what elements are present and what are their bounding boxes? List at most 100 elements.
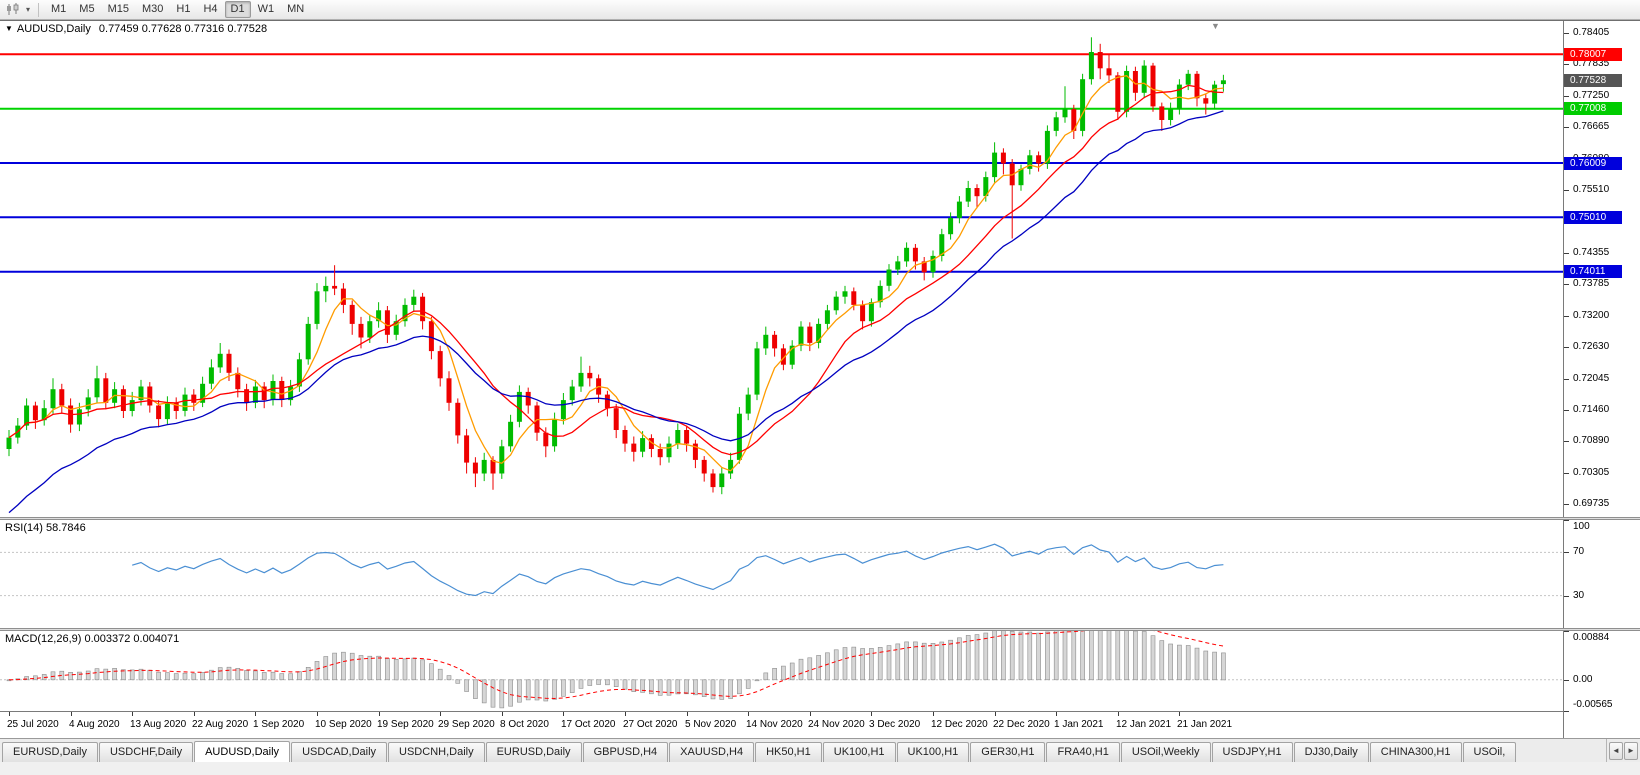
price-tick-mark <box>1564 441 1569 442</box>
rsi-pane[interactable]: RSI(14) 58.7846 <box>0 520 1563 628</box>
chevron-down-icon[interactable]: ▾ <box>26 5 31 14</box>
tab-scroll-left-icon[interactable]: ◄ <box>1609 742 1623 760</box>
chart-tab-eurusd-daily[interactable]: EURUSD,Daily <box>2 742 98 762</box>
date-label: 19 Sep 2020 <box>377 719 434 730</box>
time-tick-mark <box>194 712 195 716</box>
chart-menu-icon[interactable]: ▼ <box>5 24 13 33</box>
price-tick-label: 0.75510 <box>1573 184 1610 195</box>
timeframe-button-m15[interactable]: M15 <box>102 1 135 18</box>
rsi-line <box>132 543 1224 597</box>
chart-tab-eurusd-daily[interactable]: EURUSD,Daily <box>485 742 582 762</box>
candlestick-chart-icon <box>7 3 19 15</box>
chart-tab-audusd-daily[interactable]: AUDUSD,Daily <box>194 741 291 762</box>
chart-tab-usdcnh-daily[interactable]: USDCNH,Daily <box>388 742 485 762</box>
chart-tab-hk50-h1[interactable]: HK50,H1 <box>755 742 822 762</box>
chart-window: ▼ AUDUSD,Daily 0.77459 0.77628 0.77316 0.7… <box>0 20 1640 739</box>
price-tick-mark <box>1564 347 1569 348</box>
price-pane[interactable]: ▼ AUDUSD,Daily 0.77459 0.77628 0.77316 0.7… <box>0 21 1563 517</box>
time-tick-mark <box>440 712 441 716</box>
macd-tick-mark <box>1564 711 1569 712</box>
time-tick-mark <box>871 712 872 716</box>
rsi-tick-mark <box>1564 596 1569 597</box>
chart-symbol-title: AUDUSD,Daily <box>16 23 91 35</box>
chart-tab-xauusd-h4[interactable]: XAUUSD,H4 <box>669 742 755 762</box>
price-tick-mark <box>1564 190 1569 191</box>
chart-ohlc-values: 0.77459 0.77628 0.77316 0.77528 <box>98 23 268 35</box>
horizontal-lines[interactable] <box>0 53 1563 273</box>
tab-scroll-arrows: ◄ ► <box>1606 739 1640 762</box>
time-tick-mark <box>255 712 256 716</box>
price-tick-label: 0.76665 <box>1573 121 1610 132</box>
rsi-indicator-label: RSI(14) 58.7846 <box>5 522 86 534</box>
chart-tab-gbpusd-h4[interactable]: GBPUSD,H4 <box>582 742 669 762</box>
chart-tab-usoil[interactable]: USOil, <box>1462 742 1517 762</box>
time-tick-mark <box>1056 712 1057 716</box>
chart-tabs: EURUSD,Daily USDCHF,Daily AUDUSD,Daily USDC… <box>0 739 1610 762</box>
chart-tabs-bar: EURUSD,Daily USDCHF,Daily AUDUSD,Daily USDC… <box>0 738 1640 762</box>
ma-mid-red-line <box>8 84 1224 456</box>
tab-scroll-right-icon[interactable]: ► <box>1624 742 1638 760</box>
timeframe-button-d1[interactable]: D1 <box>224 1 251 18</box>
chart-tab-usdcad-daily[interactable]: USDCAD,Daily <box>291 742 388 762</box>
time-tick-mark <box>502 712 503 716</box>
time-tick-mark <box>687 712 688 716</box>
top-toolbar: ▾ M1 M5 M15 M30 H1 H4 D1 W1 MN <box>0 0 1640 20</box>
timeframe-button-h4[interactable]: H4 <box>197 1 223 18</box>
timeframe-buttons: M1 M5 M15 M30 H1 H4 D1 W1 MN <box>45 1 310 18</box>
chart-tab-dj30-daily[interactable]: DJ30,Daily <box>1293 742 1369 762</box>
chart-tab-fra40-h1[interactable]: FRA40,H1 <box>1046 742 1120 762</box>
date-label: 22 Aug 2020 <box>192 719 249 730</box>
pane-splitter-main-rsi[interactable] <box>0 517 1640 520</box>
rsi-canvas[interactable] <box>0 520 1563 628</box>
rsi-tick-label: 70 <box>1573 546 1585 557</box>
time-tick-mark <box>563 712 564 716</box>
pane-splitter-rsi-macd[interactable] <box>0 628 1640 631</box>
chart-title: ▼ AUDUSD,Daily 0.77459 0.77628 0.77316 0.7… <box>5 23 267 35</box>
timeframe-button-w1[interactable]: W1 <box>252 1 281 18</box>
price-tick-mark <box>1564 504 1569 505</box>
time-tick-mark <box>1118 712 1119 716</box>
timeframe-button-m1[interactable]: M1 <box>45 1 72 18</box>
time-axis[interactable]: 25 Jul 2020 4 Aug 2020 13 Aug 2020 22 Aug 2… <box>0 711 1563 739</box>
hline-price-label: 0.77008 <box>1564 102 1622 115</box>
macd-canvas[interactable] <box>0 631 1563 711</box>
chart-tab-usdchf-daily[interactable]: USDCHF,Daily <box>98 742 194 762</box>
chart-tab-ger30-h1[interactable]: GER30,H1 <box>970 742 1046 762</box>
price-tick-label: 0.73200 <box>1573 310 1610 321</box>
chart-tab-uk100-h1[interactable]: UK100,H1 <box>896 742 970 762</box>
timeframe-button-h1[interactable]: H1 <box>170 1 196 18</box>
chart-tab-usdjpy-h1[interactable]: USDJPY,H1 <box>1211 742 1293 762</box>
date-label: 4 Aug 2020 <box>69 719 120 730</box>
macd-tick-label: 0.00 <box>1573 674 1593 685</box>
date-label: 1 Jan 2021 <box>1054 719 1104 730</box>
macd-tick-label: 0.00884 <box>1573 632 1610 643</box>
macd-pane[interactable]: MACD(12,26,9) 0.003372 0.004071 <box>0 631 1563 711</box>
price-tick-label: 0.70890 <box>1573 435 1610 446</box>
price-tick-label: 0.69735 <box>1573 498 1610 509</box>
timeframe-button-m5[interactable]: M5 <box>73 1 100 18</box>
price-axis[interactable]: 0.784050.778350.772500.766650.760800.755… <box>1563 21 1640 739</box>
price-tick-label: 0.73785 <box>1573 278 1610 289</box>
time-tick-mark <box>379 712 380 716</box>
time-tick-mark <box>1179 712 1180 716</box>
price-tick-label: 0.77250 <box>1573 90 1610 101</box>
chart-tab-china300-h1[interactable]: CHINA300,H1 <box>1369 742 1462 762</box>
macd-signal-line <box>8 631 1224 700</box>
price-tick-mark <box>1564 316 1569 317</box>
chart-tab-uk100-h1[interactable]: UK100,H1 <box>822 742 896 762</box>
price-tick-label: 0.72630 <box>1573 341 1610 352</box>
chart-type-icon[interactable] <box>4 2 22 18</box>
price-tick-mark <box>1564 473 1569 474</box>
chart-tab-usoil-weekly[interactable]: USOil,Weekly <box>1120 742 1211 762</box>
price-tick-label: 0.74355 <box>1573 247 1610 258</box>
date-label: 1 Sep 2020 <box>253 719 305 730</box>
price-chart-canvas[interactable] <box>0 21 1563 517</box>
timeframe-button-mn[interactable]: MN <box>281 1 310 18</box>
chart-shift-marker-icon[interactable]: ▼ <box>1211 21 1220 31</box>
timeframe-button-m30[interactable]: M30 <box>136 1 169 18</box>
price-tick-mark <box>1564 410 1569 411</box>
hline-price-label: 0.74011 <box>1564 265 1622 278</box>
candlestick-series <box>6 37 1226 495</box>
hline-price-label: 0.76009 <box>1564 157 1622 170</box>
rsi-tick-mark <box>1564 552 1569 553</box>
